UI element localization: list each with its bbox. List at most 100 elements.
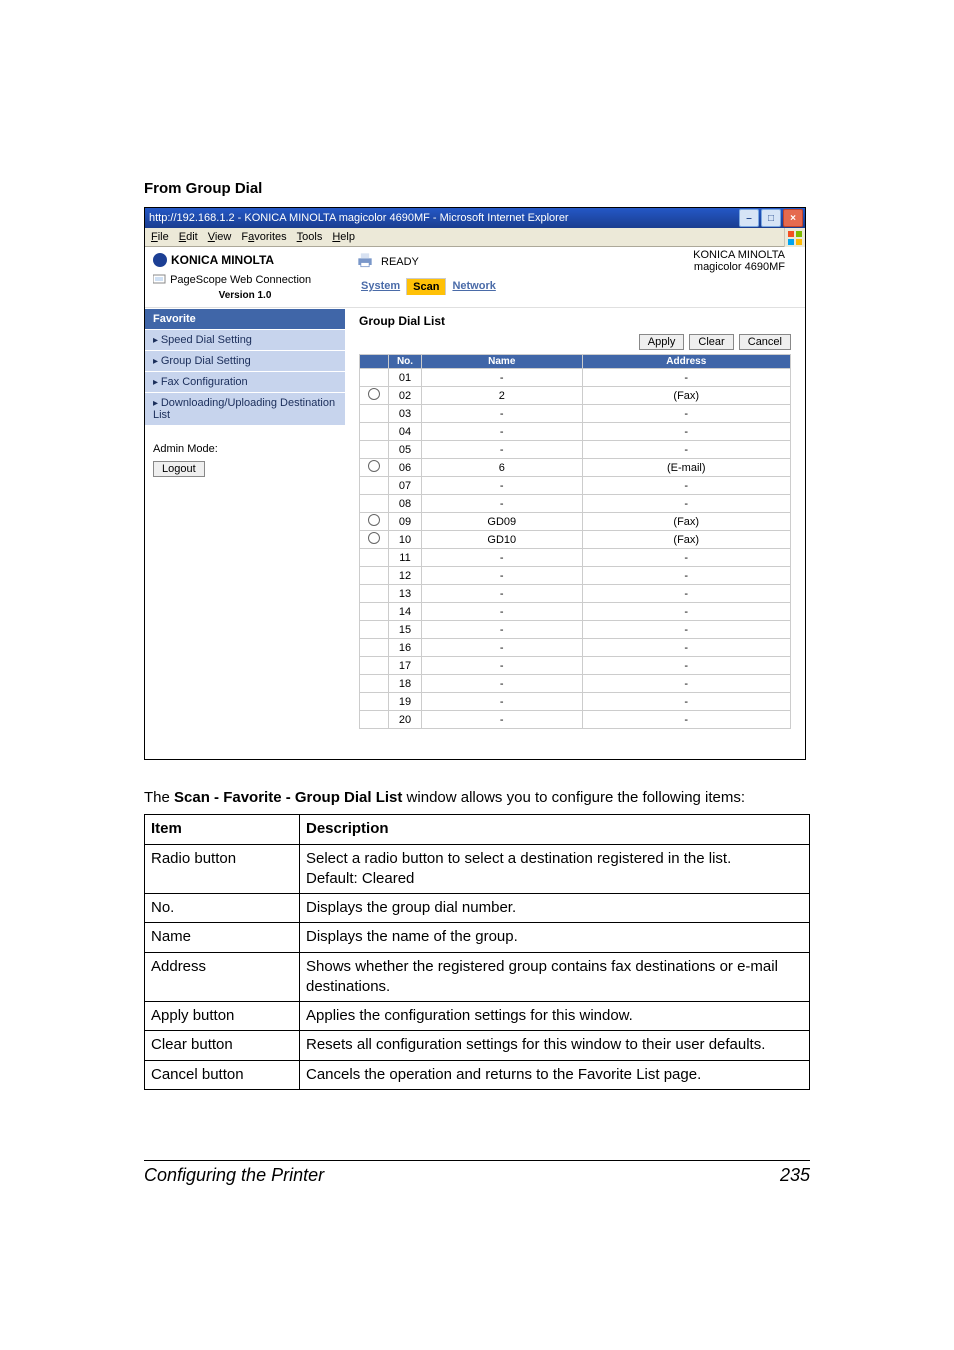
name-cell: - <box>422 423 583 441</box>
admin-mode-label: Admin Mode: <box>153 443 337 455</box>
close-button[interactable]: × <box>783 209 803 227</box>
name-cell: - <box>422 639 583 657</box>
name-cell: GD10 <box>422 531 583 549</box>
apply-button[interactable]: Apply <box>639 334 685 350</box>
menu-favorites[interactable]: Favorites <box>241 231 286 243</box>
menu-view[interactable]: View <box>208 231 232 243</box>
address-cell: - <box>582 603 790 621</box>
tab-network[interactable]: Network <box>446 278 501 295</box>
address-cell: - <box>582 495 790 513</box>
address-cell: - <box>582 405 790 423</box>
desc-text: Displays the group dial number. <box>300 894 810 923</box>
table-row: 03-- <box>360 405 791 423</box>
table-row: 022(Fax) <box>360 387 791 405</box>
sidebar: Favorite Speed Dial Setting Group Dial S… <box>145 308 345 759</box>
table-row: 13-- <box>360 585 791 603</box>
radio-cell[interactable] <box>360 531 389 549</box>
titlebar: http://192.168.1.2 - KONICA MINOLTA magi… <box>145 208 805 228</box>
radio-icon[interactable] <box>368 388 380 400</box>
sidebar-favorite-header[interactable]: Favorite <box>145 308 345 329</box>
menubar: File Edit View Favorites Tools Help <box>145 228 784 247</box>
group-dial-table: No. Name Address 01--022(Fax)03--04--05-… <box>359 354 791 729</box>
section-title: From Group Dial <box>144 180 810 197</box>
desc-header-desc: Description <box>300 815 810 844</box>
no-cell: 18 <box>389 675 422 693</box>
radio-cell <box>360 423 389 441</box>
radio-icon[interactable] <box>368 514 380 526</box>
table-row: 20-- <box>360 711 791 729</box>
radio-cell <box>360 675 389 693</box>
sidebar-item-speed-dial[interactable]: Speed Dial Setting <box>145 329 345 350</box>
desc-item: Name <box>145 923 300 952</box>
maximize-button[interactable]: □ <box>761 209 781 227</box>
no-cell: 07 <box>389 477 422 495</box>
sidebar-item-group-dial[interactable]: Group Dial Setting <box>145 350 345 371</box>
no-cell: 01 <box>389 369 422 387</box>
table-row: 04-- <box>360 423 791 441</box>
address-cell: - <box>582 423 790 441</box>
tab-scan[interactable]: Scan <box>406 278 446 295</box>
radio-cell[interactable] <box>360 459 389 477</box>
table-row: 12-- <box>360 567 791 585</box>
radio-icon[interactable] <box>368 532 380 544</box>
name-cell: 6 <box>422 459 583 477</box>
address-cell: - <box>582 477 790 495</box>
desc-text: Applies the configuration settings for t… <box>300 1002 810 1031</box>
no-cell: 10 <box>389 531 422 549</box>
address-cell: - <box>582 369 790 387</box>
address-cell: - <box>582 639 790 657</box>
status-ready: READY <box>381 256 419 268</box>
name-cell: - <box>422 693 583 711</box>
footer-title: Configuring the Printer <box>144 1165 324 1186</box>
desc-text: Select a radio button to select a destin… <box>300 844 810 894</box>
menu-tools[interactable]: Tools <box>297 231 323 243</box>
brand-text: KONICA MINOLTA <box>171 253 274 267</box>
sidebar-item-download-dest[interactable]: Downloading/Uploading Destination List <box>145 392 345 425</box>
menu-edit[interactable]: Edit <box>179 231 198 243</box>
minimize-button[interactable]: – <box>739 209 759 227</box>
radio-cell <box>360 657 389 675</box>
desc-text: Shows whether the registered group conta… <box>300 952 810 1002</box>
logout-button[interactable]: Logout <box>153 461 205 477</box>
cancel-button[interactable]: Cancel <box>739 334 791 350</box>
desc-row: NameDisplays the name of the group. <box>145 923 810 952</box>
address-cell: - <box>582 693 790 711</box>
tab-system[interactable]: System <box>355 278 406 295</box>
no-cell: 14 <box>389 603 422 621</box>
radio-cell <box>360 495 389 513</box>
name-cell: - <box>422 603 583 621</box>
name-cell: - <box>422 549 583 567</box>
menu-file[interactable]: File <box>151 231 169 243</box>
table-row: 18-- <box>360 675 791 693</box>
app-window: http://192.168.1.2 - KONICA MINOLTA magi… <box>144 207 806 760</box>
name-cell: - <box>422 585 583 603</box>
name-cell: - <box>422 621 583 639</box>
address-cell: - <box>582 567 790 585</box>
ie-logo <box>784 228 805 247</box>
description-table: Item Description Radio buttonSelect a ra… <box>144 814 810 1090</box>
radio-cell <box>360 477 389 495</box>
table-row: 09GD09(Fax) <box>360 513 791 531</box>
table-row: 16-- <box>360 639 791 657</box>
no-cell: 09 <box>389 513 422 531</box>
radio-cell[interactable] <box>360 513 389 531</box>
col-radio <box>360 355 389 369</box>
radio-icon[interactable] <box>368 460 380 472</box>
window-title: http://192.168.1.2 - KONICA MINOLTA magi… <box>149 212 569 224</box>
radio-cell <box>360 585 389 603</box>
sidebar-item-fax-config[interactable]: Fax Configuration <box>145 371 345 392</box>
desc-item: No. <box>145 894 300 923</box>
name-cell: - <box>422 657 583 675</box>
no-cell: 11 <box>389 549 422 567</box>
radio-cell <box>360 693 389 711</box>
clear-button[interactable]: Clear <box>689 334 733 350</box>
radio-cell[interactable] <box>360 387 389 405</box>
address-cell: - <box>582 657 790 675</box>
no-cell: 15 <box>389 621 422 639</box>
name-cell: GD09 <box>422 513 583 531</box>
table-row: 01-- <box>360 369 791 387</box>
radio-cell <box>360 567 389 585</box>
name-cell: 2 <box>422 387 583 405</box>
menu-help[interactable]: Help <box>332 231 355 243</box>
table-row: 11-- <box>360 549 791 567</box>
